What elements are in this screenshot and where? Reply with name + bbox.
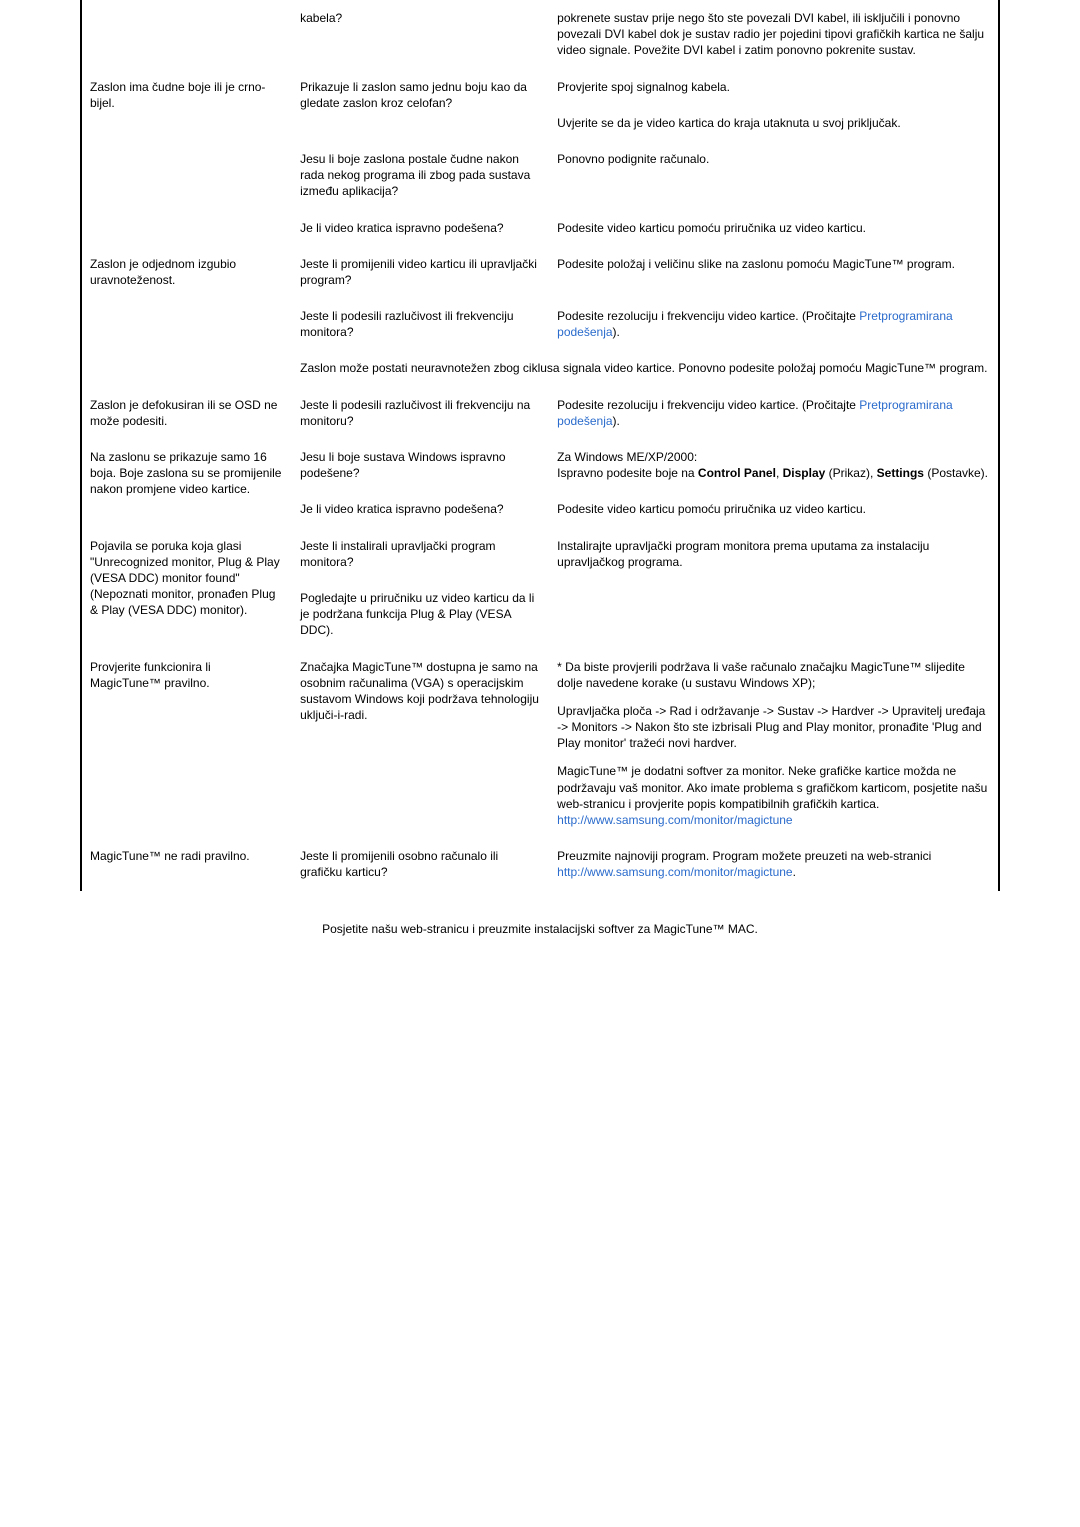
- bold-text: Display: [783, 466, 826, 480]
- table-row: Zaslon je defokusiran ili se OSD ne može…: [81, 387, 999, 439]
- cell: Jeste li instalirali upravljački program…: [292, 528, 549, 580]
- cell: [549, 580, 999, 649]
- text: MagicTune™ je dodatni softver za monitor…: [557, 764, 987, 810]
- cell: Za Windows ME/XP/2000: Ispravno podesite…: [549, 439, 999, 491]
- cell: Ponovno podignite računalo.: [549, 141, 999, 210]
- cell: Jeste li podesili razlučivost ili frekve…: [292, 298, 549, 350]
- cell: Je li video kratica ispravno podešena?: [292, 210, 549, 246]
- text: ).: [613, 325, 620, 339]
- cell: Prikazuje li zaslon samo jednu boju kao …: [292, 69, 549, 141]
- table-row: Na zaslonu se prikazuje samo 16 boja. Bo…: [81, 439, 999, 491]
- footer-text: Posjetite našu web-stranicu i preuzmite …: [80, 891, 1000, 937]
- cell: Značajka MagicTune™ dostupna je samo na …: [292, 649, 549, 839]
- magictune-link[interactable]: http://www.samsung.com/monitor/magictune: [557, 813, 792, 827]
- cell: Jeste li promijenili video karticu ili u…: [292, 246, 549, 298]
- cell: pokrenete sustav prije nego što ste pove…: [549, 0, 999, 69]
- table-row: kabela? pokrenete sustav prije nego što …: [81, 0, 999, 69]
- text: (Prikaz),: [825, 466, 876, 480]
- cell: Zaslon je defokusiran ili se OSD ne može…: [81, 387, 292, 439]
- text: Za Windows ME/XP/2000:: [557, 450, 697, 464]
- table-row: MagicTune™ ne radi pravilno. Jeste li pr…: [81, 838, 999, 890]
- table-row: Zaslon ima čudne boje ili je crno-bijel.…: [81, 69, 999, 105]
- table-row: Zaslon je odjednom izgubio uravnoteženos…: [81, 246, 999, 298]
- cell: Provjerite spoj signalnog kabela.: [549, 69, 999, 105]
- cell: Podesite položaj i veličinu slike na zas…: [549, 246, 999, 298]
- text: ).: [613, 414, 620, 428]
- cell: Je li video kratica ispravno podešena?: [292, 491, 549, 527]
- cell: Jeste li podesili razlučivost ili frekve…: [292, 387, 549, 439]
- page: kabela? pokrenete sustav prije nego što …: [0, 0, 1080, 977]
- text: Podesite rezoluciju i frekvenciju video …: [557, 309, 859, 323]
- text: * Da biste provjerili podržava li vaše r…: [557, 659, 990, 691]
- text: Podesite rezoluciju i frekvenciju video …: [557, 398, 859, 412]
- cell: MagicTune™ ne radi pravilno.: [81, 838, 292, 890]
- cell: Uvjerite se da je video kartica do kraja…: [549, 105, 999, 141]
- cell: Pojavila se poruka koja glasi "Unrecogni…: [81, 528, 292, 649]
- cell: Provjerite funkcionira li MagicTune™ pra…: [81, 649, 292, 839]
- cell: Podesite video karticu pomoću priručnika…: [549, 491, 999, 527]
- troubleshooting-table: kabela? pokrenete sustav prije nego što …: [80, 0, 1000, 891]
- text: Preuzmite najnoviji program. Program mož…: [557, 849, 931, 863]
- table-row: Pojavila se poruka koja glasi "Unrecogni…: [81, 528, 999, 580]
- text: .: [793, 865, 796, 879]
- cell: Jesu li boje zaslona postale čudne nakon…: [292, 141, 549, 210]
- cell: Jeste li promijenili osobno računalo ili…: [292, 838, 549, 890]
- cell: kabela?: [292, 0, 549, 69]
- cell: Podesite rezoluciju i frekvenciju video …: [549, 387, 999, 439]
- cell: Podesite rezoluciju i frekvenciju video …: [549, 298, 999, 350]
- text: (Postavke).: [924, 466, 988, 480]
- bold-text: Control Panel: [698, 466, 776, 480]
- cell: Pogledajte u priručniku uz video karticu…: [292, 580, 549, 649]
- cell: Preuzmite najnoviji program. Program mož…: [549, 838, 999, 890]
- cell: Instalirajte upravljački program monitor…: [549, 528, 999, 580]
- text: Ispravno podesite boje na: [557, 466, 698, 480]
- cell: Podesite video karticu pomoću priručnika…: [549, 210, 999, 246]
- cell: Zaslon je odjednom izgubio uravnoteženos…: [81, 246, 292, 387]
- text: ,: [776, 466, 783, 480]
- cell: Zaslon ima čudne boje ili je crno-bijel.: [81, 69, 292, 210]
- table-row: Je li video kratica ispravno podešena? P…: [81, 210, 999, 246]
- cell: Na zaslonu se prikazuje samo 16 boja. Bo…: [81, 439, 292, 528]
- cell: * Da biste provjerili podržava li vaše r…: [549, 649, 999, 839]
- magictune-link[interactable]: http://www.samsung.com/monitor/magictune: [557, 865, 792, 879]
- cell: Zaslon može postati neuravnotežen zbog c…: [292, 350, 999, 386]
- text: Upravljačka ploča -> Rad i održavanje ->…: [557, 703, 990, 752]
- table-row: Provjerite funkcionira li MagicTune™ pra…: [81, 649, 999, 839]
- cell: Jesu li boje sustava Windows ispravno po…: [292, 439, 549, 491]
- text: MagicTune™ je dodatni softver za monitor…: [557, 763, 990, 828]
- bold-text: Settings: [877, 466, 924, 480]
